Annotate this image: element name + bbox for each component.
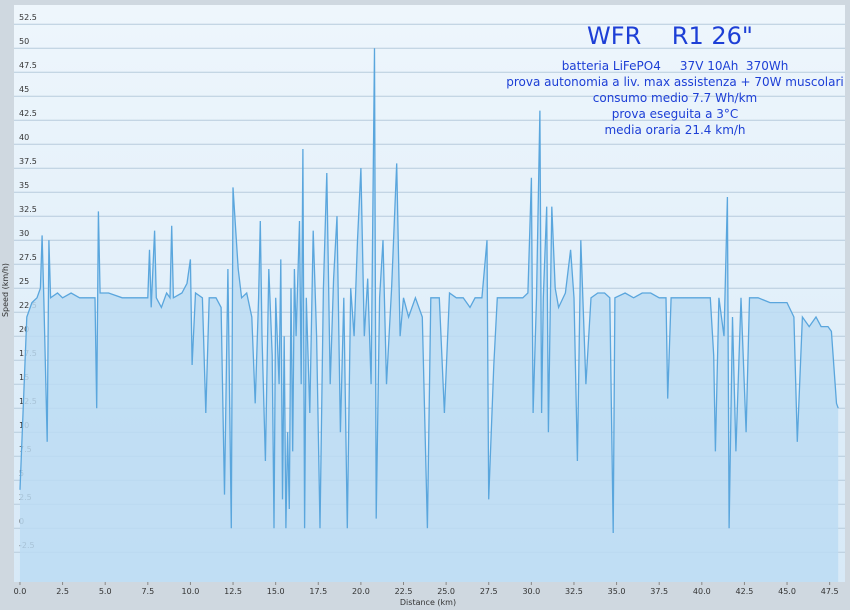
x-tick-label: 10.0 [182,587,200,596]
x-tick-label: 27.5 [480,587,498,596]
y-tick-label: 50 [19,37,29,46]
chart-title: WFR R1 26" [587,22,753,50]
x-tick-label: 45.0 [778,587,796,596]
x-tick-label: 22.5 [395,587,413,596]
x-tick-label: 2.5 [56,587,69,596]
x-tick-label: 47.5 [821,587,839,596]
annotation: consumo medio 7.7 Wh/km [593,91,757,105]
y-tick-label: 40 [19,133,29,142]
x-tick-label: 12.5 [224,587,242,596]
y-tick-label: 32.5 [19,205,37,214]
annotation: prova autonomia a liv. max assistenza + … [506,75,844,89]
y-tick-label: 27.5 [19,253,37,262]
x-axis-label: Distance (km) [400,598,456,607]
x-tick-label: 37.5 [650,587,668,596]
x-tick-label: 30.0 [522,587,540,596]
y-tick-label: 47.5 [19,61,37,70]
y-tick-label: 42.5 [19,109,37,118]
y-tick-label: 37.5 [19,157,37,166]
x-tick-label: 35.0 [608,587,626,596]
annotation: prova eseguita a 3°C [612,107,739,121]
y-tick-label: 52.5 [19,13,37,22]
x-tick-label: 42.5 [736,587,754,596]
y-axis-label: Speed (km/h) [1,263,10,317]
y-tick-label: 25 [19,277,29,286]
speed-line [19,48,839,534]
y-tick-label: 22.5 [19,301,37,310]
x-tick-label: 15.0 [267,587,285,596]
x-tick-label: 32.5 [565,587,583,596]
y-tick-label: 45 [19,85,29,94]
x-tick-label: 25.0 [437,587,455,596]
y-tick-label: 35 [19,181,29,190]
annotation: batteria LiFePO4 37V 10Ah 370Wh [562,59,789,73]
area-fill [19,48,839,582]
annotation: media oraria 21.4 km/h [604,123,745,137]
x-tick-label: 7.5 [141,587,154,596]
x-tick-label: 0.0 [14,587,27,596]
x-tick-label: 40.0 [693,587,711,596]
x-tick-label: 5.0 [99,587,112,596]
x-tick-label: 17.5 [309,587,327,596]
x-tick-label: 20.0 [352,587,370,596]
y-tick-label: 30 [19,229,29,238]
y-tick-label: 20 [19,325,29,334]
